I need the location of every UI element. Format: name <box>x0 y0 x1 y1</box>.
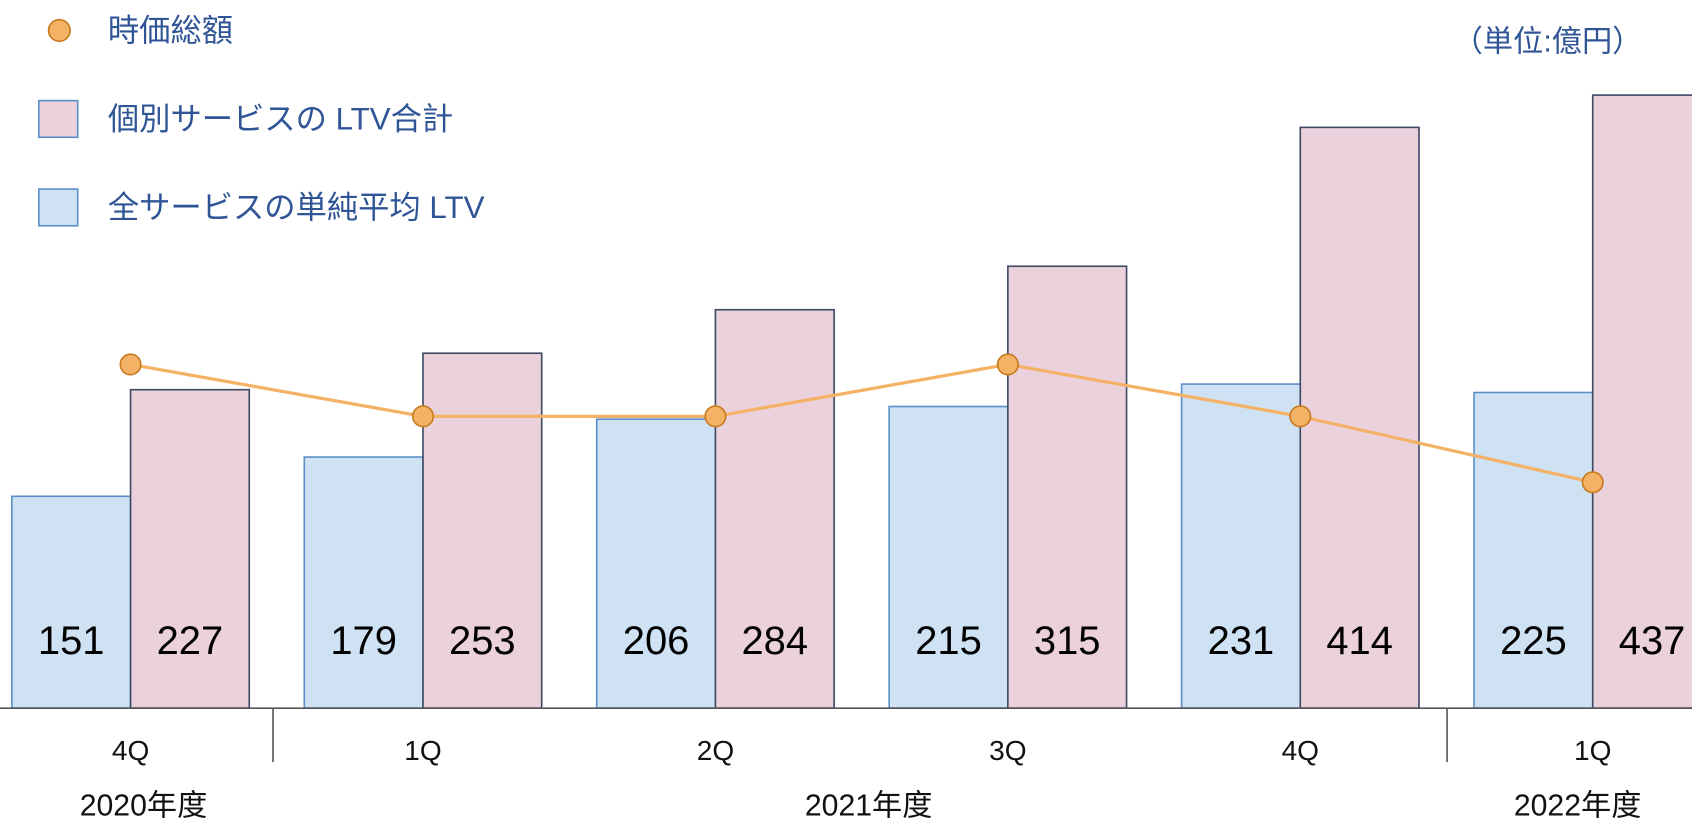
line-marker <box>996 353 1019 376</box>
bar-value-label: 315 <box>1034 619 1101 663</box>
bar-value-label: 227 <box>157 619 224 663</box>
line-marker <box>1581 471 1604 494</box>
bar-value-label: 414 <box>1326 619 1393 663</box>
bar-value-label: 437 <box>1619 619 1686 663</box>
bar-value-label: 231 <box>1208 619 1275 663</box>
x-tick-label: 1Q <box>1574 735 1611 766</box>
period-label: 2021年度 <box>805 788 933 822</box>
bar <box>129 388 251 709</box>
line-marker <box>411 405 435 428</box>
x-tick-label: 3Q <box>989 735 1026 766</box>
legend-swatch <box>38 188 79 227</box>
bar <box>888 405 1009 709</box>
x-tick-label: 2Q <box>697 735 734 766</box>
bar <box>1591 94 1692 709</box>
line-marker <box>1289 405 1312 428</box>
bar <box>1299 126 1420 709</box>
legend-label: 個別サービスの LTV合計 <box>108 101 453 136</box>
x-tick-label: 1Q <box>404 735 441 766</box>
legend-swatch <box>38 99 79 139</box>
legend-label: 時価総額 <box>108 13 233 48</box>
bar <box>303 456 424 709</box>
period-label: 2020年度 <box>80 788 208 822</box>
bar-value-label: 215 <box>915 619 982 663</box>
bar <box>422 352 543 709</box>
bar <box>1007 265 1128 709</box>
legend-label: 全サービスの単純平均 LTV <box>108 190 485 225</box>
bar <box>11 495 132 709</box>
bar-value-label: 253 <box>449 619 516 663</box>
bar-value-label: 225 <box>1500 619 1567 663</box>
legend-swatch <box>47 18 71 43</box>
bar <box>1473 391 1594 709</box>
line-series <box>130 362 1594 484</box>
unit-note: （単位:億円） <box>1453 24 1643 58</box>
line-marker <box>119 353 142 376</box>
x-tick-label: 4Q <box>112 735 149 766</box>
x-tick-label: 4Q <box>1282 735 1319 766</box>
bar-value-label: 151 <box>38 619 105 663</box>
bar <box>1180 383 1302 709</box>
line-marker <box>704 405 727 428</box>
bar-value-label: 179 <box>330 619 397 663</box>
bar-value-label: 284 <box>741 619 808 663</box>
period-label: 2022年度 <box>1514 788 1642 822</box>
bar-value-label: 206 <box>623 619 690 663</box>
bar <box>714 308 835 709</box>
bar <box>595 418 717 709</box>
